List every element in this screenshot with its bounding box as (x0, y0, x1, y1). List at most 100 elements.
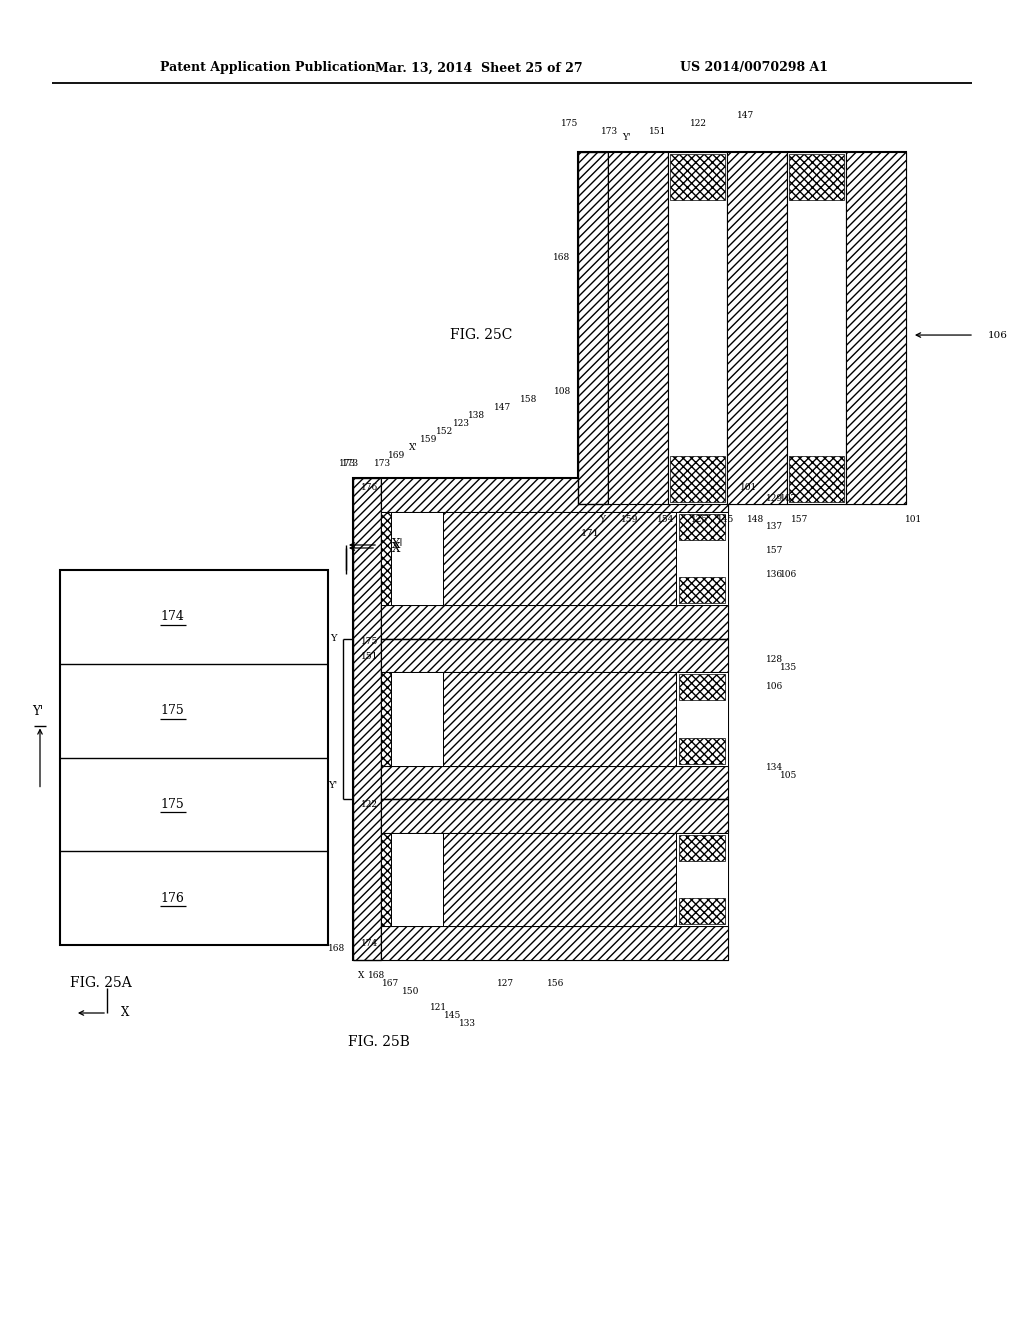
Text: 121: 121 (430, 1003, 447, 1012)
Text: 129: 129 (766, 495, 783, 503)
Text: 148: 148 (748, 516, 765, 524)
Bar (679, 577, 725, 603)
Text: 125: 125 (691, 516, 709, 524)
Text: X: X (121, 1006, 129, 1019)
Text: 174: 174 (161, 610, 184, 623)
Bar (381, 672, 391, 766)
Text: 174: 174 (360, 940, 378, 949)
Text: 157: 157 (792, 516, 809, 524)
Text: 173: 173 (375, 459, 391, 469)
Text: 122: 122 (689, 120, 707, 128)
Text: 127: 127 (498, 979, 515, 989)
Bar (391, 672, 443, 766)
Bar (578, 152, 608, 504)
Bar (60, 570, 328, 945)
Text: 101: 101 (905, 516, 923, 524)
Text: 134: 134 (766, 763, 783, 772)
Text: 128: 128 (766, 655, 783, 664)
Text: 175: 175 (161, 797, 184, 810)
Bar (381, 833, 391, 927)
Bar (578, 152, 906, 504)
Text: 151: 151 (649, 128, 667, 136)
Text: 137: 137 (766, 521, 783, 531)
Bar (679, 836, 725, 861)
Bar (443, 833, 676, 927)
Text: FIG. 25C: FIG. 25C (450, 329, 512, 342)
Text: Mar. 13, 2014  Sheet 25 of 27: Mar. 13, 2014 Sheet 25 of 27 (375, 62, 583, 74)
Text: 173: 173 (339, 459, 356, 469)
Text: 175: 175 (561, 120, 579, 128)
Text: 175: 175 (161, 704, 184, 717)
Bar (679, 898, 725, 924)
Bar (443, 512, 676, 605)
Text: 106: 106 (780, 570, 798, 579)
Bar (847, 152, 906, 504)
Bar (676, 833, 728, 927)
Text: 145: 145 (718, 516, 734, 524)
Text: 168: 168 (328, 944, 345, 953)
Text: FIG. 25A: FIG. 25A (70, 975, 132, 990)
Text: 136: 136 (766, 570, 783, 579)
Bar (679, 513, 725, 540)
Text: 171: 171 (581, 529, 599, 539)
Bar (668, 152, 727, 504)
Text: 175: 175 (360, 638, 378, 647)
Bar (788, 457, 845, 502)
Text: 106: 106 (988, 330, 1008, 339)
Text: 101: 101 (740, 483, 758, 492)
Text: 167: 167 (382, 979, 399, 989)
Bar (391, 512, 443, 605)
Bar (679, 738, 725, 763)
Text: 150: 150 (402, 987, 420, 997)
Bar (676, 672, 728, 766)
Bar (381, 639, 728, 672)
Bar (391, 833, 443, 927)
Bar (381, 800, 728, 833)
Bar (670, 154, 725, 199)
Text: 151: 151 (360, 652, 378, 661)
Text: 156: 156 (547, 979, 564, 989)
Text: X': X' (392, 539, 403, 552)
Bar (727, 152, 786, 504)
Text: FIG. 25B: FIG. 25B (348, 1035, 410, 1049)
Text: 169: 169 (388, 451, 406, 461)
Bar (608, 152, 668, 504)
Text: 173: 173 (342, 459, 359, 469)
Bar (381, 478, 728, 512)
Text: Y': Y' (33, 705, 43, 718)
Text: Patent Application Publication: Patent Application Publication (160, 62, 376, 74)
Text: Y: Y (331, 634, 337, 643)
Bar (353, 478, 381, 960)
Bar (786, 152, 847, 504)
Bar (676, 512, 728, 605)
Bar (443, 672, 676, 766)
Text: 133: 133 (459, 1019, 475, 1028)
Text: 173: 173 (601, 128, 618, 136)
Text: 168: 168 (553, 253, 570, 263)
Text: Y: Y (599, 516, 605, 524)
Text: Y': Y' (622, 133, 630, 143)
Bar (788, 154, 845, 199)
Text: 157: 157 (766, 545, 783, 554)
Text: 107: 107 (780, 495, 798, 503)
Text: 147: 147 (737, 111, 755, 120)
Text: US 2014/0070298 A1: US 2014/0070298 A1 (680, 62, 828, 74)
Text: 176: 176 (360, 483, 378, 492)
Bar (670, 457, 725, 502)
Text: X: X (357, 972, 365, 981)
Text: 158: 158 (520, 396, 538, 404)
Text: X': X' (409, 444, 418, 453)
Text: 159: 159 (622, 516, 639, 524)
Text: 123: 123 (453, 420, 469, 429)
Bar (353, 478, 728, 960)
Text: 135: 135 (780, 663, 798, 672)
Bar (679, 675, 725, 701)
Text: 105: 105 (780, 771, 798, 780)
Bar (381, 927, 728, 960)
Text: 145: 145 (444, 1011, 462, 1020)
Text: 176: 176 (161, 891, 184, 904)
Text: 154: 154 (657, 516, 675, 524)
Text: X': X' (392, 541, 403, 554)
Bar (381, 766, 728, 800)
Text: Y': Y' (328, 781, 337, 789)
